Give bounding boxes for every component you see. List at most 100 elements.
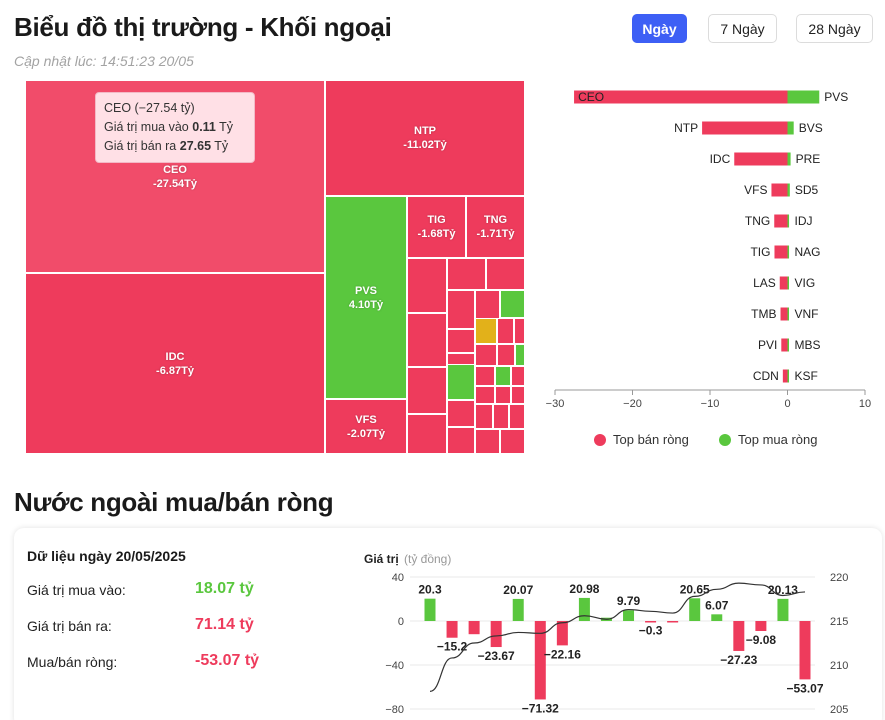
tile-small[interactable] [475, 366, 495, 386]
x-tick-label: 0 [784, 398, 790, 410]
legend-sell-label: Top bán ròng [613, 432, 689, 447]
net-bar-label: 20.13 [768, 583, 798, 597]
tooltip-sell-label: Giá trị bán ra [104, 139, 177, 153]
tile-small[interactable] [511, 366, 525, 386]
y-tick-label: −80 [385, 704, 404, 716]
tile-small[interactable] [447, 329, 475, 353]
buy-bar [787, 276, 789, 290]
tile-small[interactable] [407, 313, 447, 367]
tile-small[interactable] [511, 386, 525, 404]
sell-bar [774, 245, 788, 259]
net-bar-label: −9.08 [746, 633, 777, 647]
sell-ticker-label: CEO [578, 90, 604, 104]
tile-small[interactable] [447, 364, 475, 400]
legend-sell[interactable]: Top bán ròng [594, 432, 689, 447]
tooltip-buy-value: 0.11 [192, 120, 216, 134]
tile-small[interactable] [447, 400, 475, 427]
x-tick-label: −30 [546, 398, 565, 410]
treemap-tooltip: CEO (−27.54 tỷ) Giá trị mua vào 0.11 Tỷ … [95, 92, 255, 163]
buy-value: 18.07 tỷ [195, 580, 254, 597]
tile-small[interactable] [475, 318, 497, 344]
tile-small[interactable] [407, 367, 447, 414]
tile-tig[interactable]: TIG -1.68Tỷ [407, 196, 466, 258]
buy-ticker-label: VNF [795, 307, 819, 321]
buy-bar [787, 152, 791, 166]
net-label: Mua/bán ròng: [27, 654, 118, 670]
legend-buy[interactable]: Top mua ròng [719, 432, 818, 447]
net-bar [689, 598, 701, 621]
tile-small[interactable] [493, 404, 509, 429]
sell-ticker-label: TIG [750, 245, 770, 259]
y2-tick-label: 205 [830, 704, 848, 716]
tile-small[interactable] [475, 404, 493, 429]
tile-small[interactable] [447, 258, 486, 290]
y2-tick-label: 220 [830, 572, 848, 584]
sell-bar [774, 214, 788, 228]
tile-small[interactable] [497, 318, 514, 344]
tile-small[interactable] [500, 429, 525, 454]
tile-value: -11.02Tỷ [403, 139, 447, 151]
tile-tng[interactable]: TNG -1.71Tỷ [466, 196, 525, 258]
sell-bar [782, 369, 788, 383]
tile-vfs[interactable]: VFS -2.07Tỷ [325, 399, 407, 454]
range-day-button[interactable]: Ngày [632, 14, 687, 43]
section-title: Nước ngoài mua/bán ròng [14, 487, 334, 517]
tooltip-sell-unit: Tỷ [214, 139, 229, 153]
buy-ticker-label: SD5 [795, 183, 819, 197]
sell-bar [781, 338, 788, 352]
net-value: -53.07 tỷ [195, 652, 260, 669]
buy-ticker-label: NAG [795, 245, 821, 259]
net-bar [667, 621, 679, 623]
tile-small[interactable] [475, 429, 500, 454]
tile-name: CEO [163, 163, 187, 176]
tile-value: -1.71Tỷ [476, 228, 515, 240]
treemap: CEO -27.54Tỷ IDC -6.87Tỷ NTP -11.02Tỷ PV… [25, 80, 525, 454]
net-bar [446, 621, 458, 638]
tile-small[interactable] [475, 386, 495, 404]
y-tick-label: −40 [385, 660, 404, 672]
tile-small[interactable] [486, 258, 525, 290]
sell-ticker-label: CDN [753, 369, 779, 383]
net-bar [799, 621, 811, 680]
tile-ntp[interactable]: NTP -11.02Tỷ [325, 80, 525, 196]
tile-small[interactable] [497, 344, 515, 366]
tile-small[interactable] [447, 290, 475, 329]
tile-value: -1.68Tỷ [417, 228, 456, 240]
tile-small[interactable] [514, 318, 525, 344]
tile-name: IDC [165, 350, 185, 363]
sell-ticker-label: PVI [758, 338, 777, 352]
tile-name: VFS [355, 413, 377, 426]
tile-small[interactable] [407, 414, 447, 454]
tile-small[interactable] [495, 366, 511, 386]
tile-small[interactable] [500, 290, 525, 318]
buy-ticker-label: PRE [796, 152, 821, 166]
chart-unit: (tỷ đồng) [404, 552, 451, 566]
buy-ticker-label: KSF [795, 369, 818, 383]
tile-small[interactable] [515, 344, 525, 366]
tooltip-buy-row: Giá trị mua vào 0.11 Tỷ [104, 118, 246, 137]
net-bar-label: 20.3 [418, 583, 442, 597]
sell-bar [734, 152, 788, 166]
range-7day-button[interactable]: 7 Ngày [708, 14, 777, 43]
tile-small[interactable] [447, 427, 475, 454]
net-bar [512, 598, 524, 621]
tile-small[interactable] [407, 258, 447, 313]
tile-small[interactable] [509, 404, 525, 429]
net-bar [755, 621, 767, 631]
tile-value: 4.10Tỷ [348, 298, 384, 311]
net-value-chart: Giá trị (tỷ đồng) −80 −40 0 40 205 210 215 220 20.… [364, 552, 848, 716]
x-tick-label: −20 [623, 398, 642, 410]
tile-idc[interactable]: IDC -6.87Tỷ [25, 273, 325, 454]
legend-sell-dot [594, 433, 606, 446]
tile-small[interactable] [495, 386, 511, 404]
net-bar [645, 621, 657, 623]
legend-buy-dot [719, 433, 731, 446]
net-bar-label: −0.3 [639, 623, 663, 637]
buy-bar [787, 369, 789, 383]
range-28day-button[interactable]: 28 Ngày [796, 14, 873, 43]
net-bar-label: 20.65 [680, 582, 710, 596]
net-bar-label: −71.32 [522, 701, 559, 715]
sell-ticker-label: IDC [710, 152, 731, 166]
tile-small[interactable] [475, 344, 497, 366]
tile-pvs[interactable]: PVS 4.10Tỷ [325, 196, 407, 399]
